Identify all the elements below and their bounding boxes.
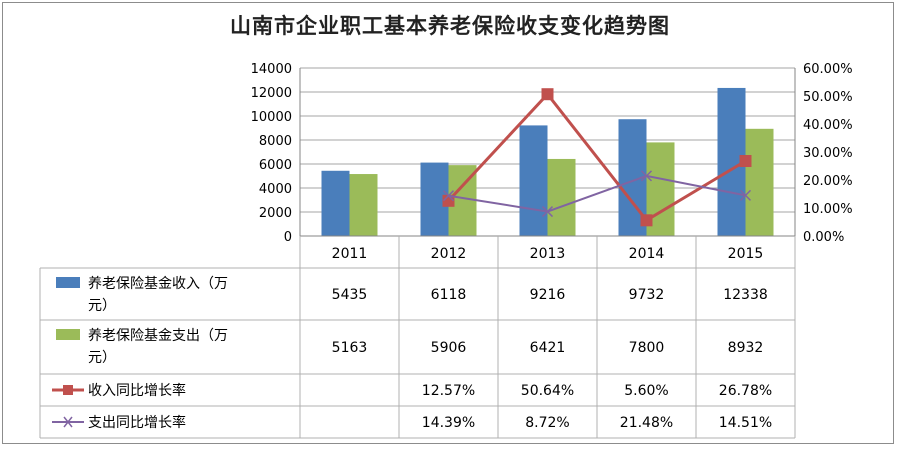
legend-key xyxy=(56,329,80,340)
y2-tick-label: 60.00% xyxy=(803,62,853,77)
data-label: 8932 xyxy=(728,340,764,356)
data-label: 14.39% xyxy=(422,415,475,431)
data-label: 5906 xyxy=(431,340,467,356)
y-tick-label: 4000 xyxy=(259,182,292,197)
y-tick-label: 14000 xyxy=(251,62,292,77)
legend-key xyxy=(63,385,73,395)
line-point xyxy=(640,170,653,182)
y2-tick-label: 10.00% xyxy=(803,202,853,217)
data-label: 5435 xyxy=(332,287,368,303)
legend-label-cont: 元） xyxy=(88,298,116,314)
legend-key xyxy=(63,416,73,428)
data-label: 6118 xyxy=(431,287,467,303)
y-tick-label: 2000 xyxy=(259,206,292,221)
data-label: 50.64% xyxy=(521,383,574,399)
legend-key xyxy=(56,277,80,288)
y-tick-label: 8000 xyxy=(259,134,292,149)
line-point xyxy=(541,88,554,101)
category-label: 2015 xyxy=(728,246,764,262)
y2-tick-label: 0.00% xyxy=(803,230,844,245)
data-label: 9216 xyxy=(530,287,566,303)
bar xyxy=(519,125,548,236)
y-tick-label: 6000 xyxy=(259,158,292,173)
legend-label-cont: 元） xyxy=(88,350,116,366)
line-point xyxy=(640,214,653,227)
y-tick-label: 12000 xyxy=(251,86,292,101)
data-label: 12338 xyxy=(723,287,768,303)
line-point xyxy=(541,206,554,218)
bar xyxy=(321,170,350,236)
data-label: 6421 xyxy=(530,340,566,356)
data-label: 5163 xyxy=(332,340,368,356)
category-label: 2014 xyxy=(629,246,665,262)
y2-tick-label: 30.00% xyxy=(803,146,853,161)
legend-label: 养老保险基金支出（万 xyxy=(88,327,228,344)
line-point xyxy=(739,155,752,168)
y2-tick-label: 50.00% xyxy=(803,90,853,105)
data-label: 14.51% xyxy=(719,415,772,431)
line-point xyxy=(442,190,455,202)
data-label: 21.48% xyxy=(620,415,673,431)
data-label: 8.72% xyxy=(525,415,569,431)
data-label: 26.78% xyxy=(719,383,772,399)
category-label: 2012 xyxy=(431,246,467,262)
chart-title: 山南市企业职工基本养老保险收支变化趋势图 xyxy=(230,14,670,38)
bar xyxy=(745,128,774,236)
line-point xyxy=(739,189,752,201)
bar xyxy=(547,158,576,236)
data-label: 12.57% xyxy=(422,383,475,399)
data-label: 7800 xyxy=(629,340,665,356)
category-label: 2011 xyxy=(332,246,368,262)
category-label: 2013 xyxy=(530,246,566,262)
data-label: 5.60% xyxy=(624,383,668,399)
legend-label: 养老保险基金收入（万 xyxy=(88,275,228,292)
legend-label: 支出同比增长率 xyxy=(88,414,186,431)
y2-tick-label: 20.00% xyxy=(803,174,853,189)
legend-label: 收入同比增长率 xyxy=(88,382,186,399)
bar xyxy=(349,174,378,236)
y2-tick-label: 40.00% xyxy=(803,118,853,133)
data-label: 9732 xyxy=(629,287,665,303)
series-line xyxy=(447,91,747,223)
series-line xyxy=(448,174,746,213)
y-tick-label: 0 xyxy=(284,230,292,245)
y-tick-label: 10000 xyxy=(251,110,292,125)
